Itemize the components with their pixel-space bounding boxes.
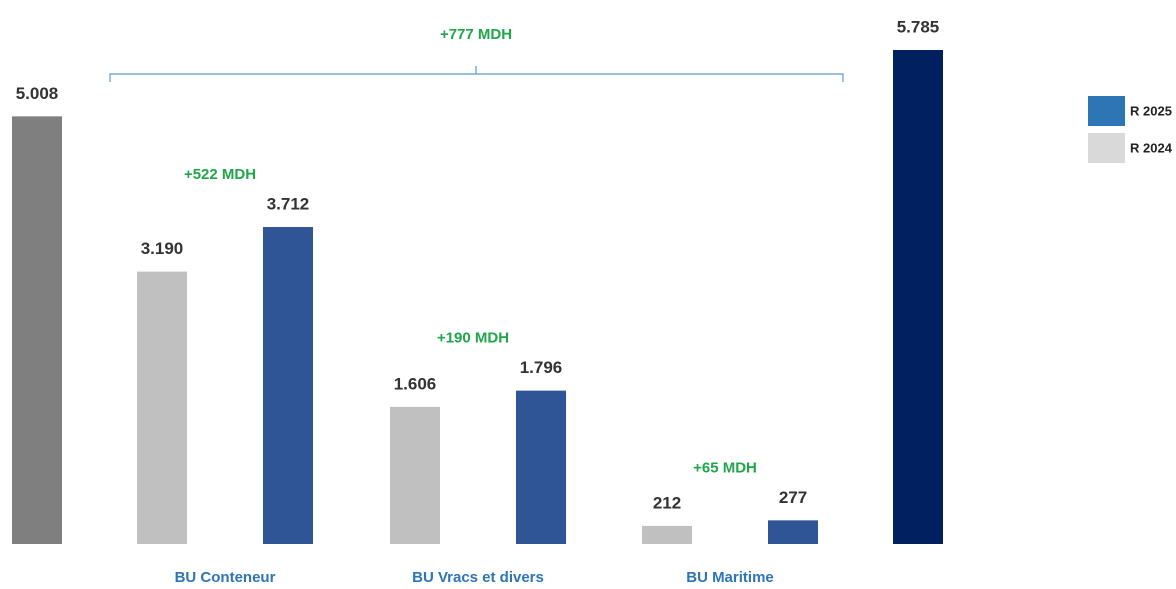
legend-label: R 2024 [1130,140,1173,155]
value-label: 5.008 [16,84,59,103]
value-label: 1.796 [520,358,563,377]
bar [12,116,62,545]
legend-label: R 2025 [1130,103,1172,118]
value-label: 3.712 [267,195,310,214]
value-label: 277 [779,488,807,507]
bar [768,520,818,544]
category-label: BU Maritime [686,569,774,586]
bar [390,406,440,544]
bar [642,525,692,544]
total-delta: +777 MDH [440,26,512,43]
group-delta: +65 MDH [693,459,757,476]
bar [137,271,187,544]
value-label: 3.190 [141,239,184,258]
value-label: 5.785 [897,17,940,36]
category-label: BU Conteneur [175,569,276,586]
legend-swatch [1088,96,1125,126]
legend-swatch [1088,133,1125,163]
bar [516,390,566,544]
group-delta: +522 MDH [184,166,256,183]
bar [263,227,313,545]
bar [893,50,943,544]
group-delta: +190 MDH [437,330,509,347]
total-bracket [109,66,844,82]
value-label: 212 [653,493,681,512]
category-label: BU Vracs et divers [412,569,544,586]
value-label: 1.606 [394,374,437,393]
